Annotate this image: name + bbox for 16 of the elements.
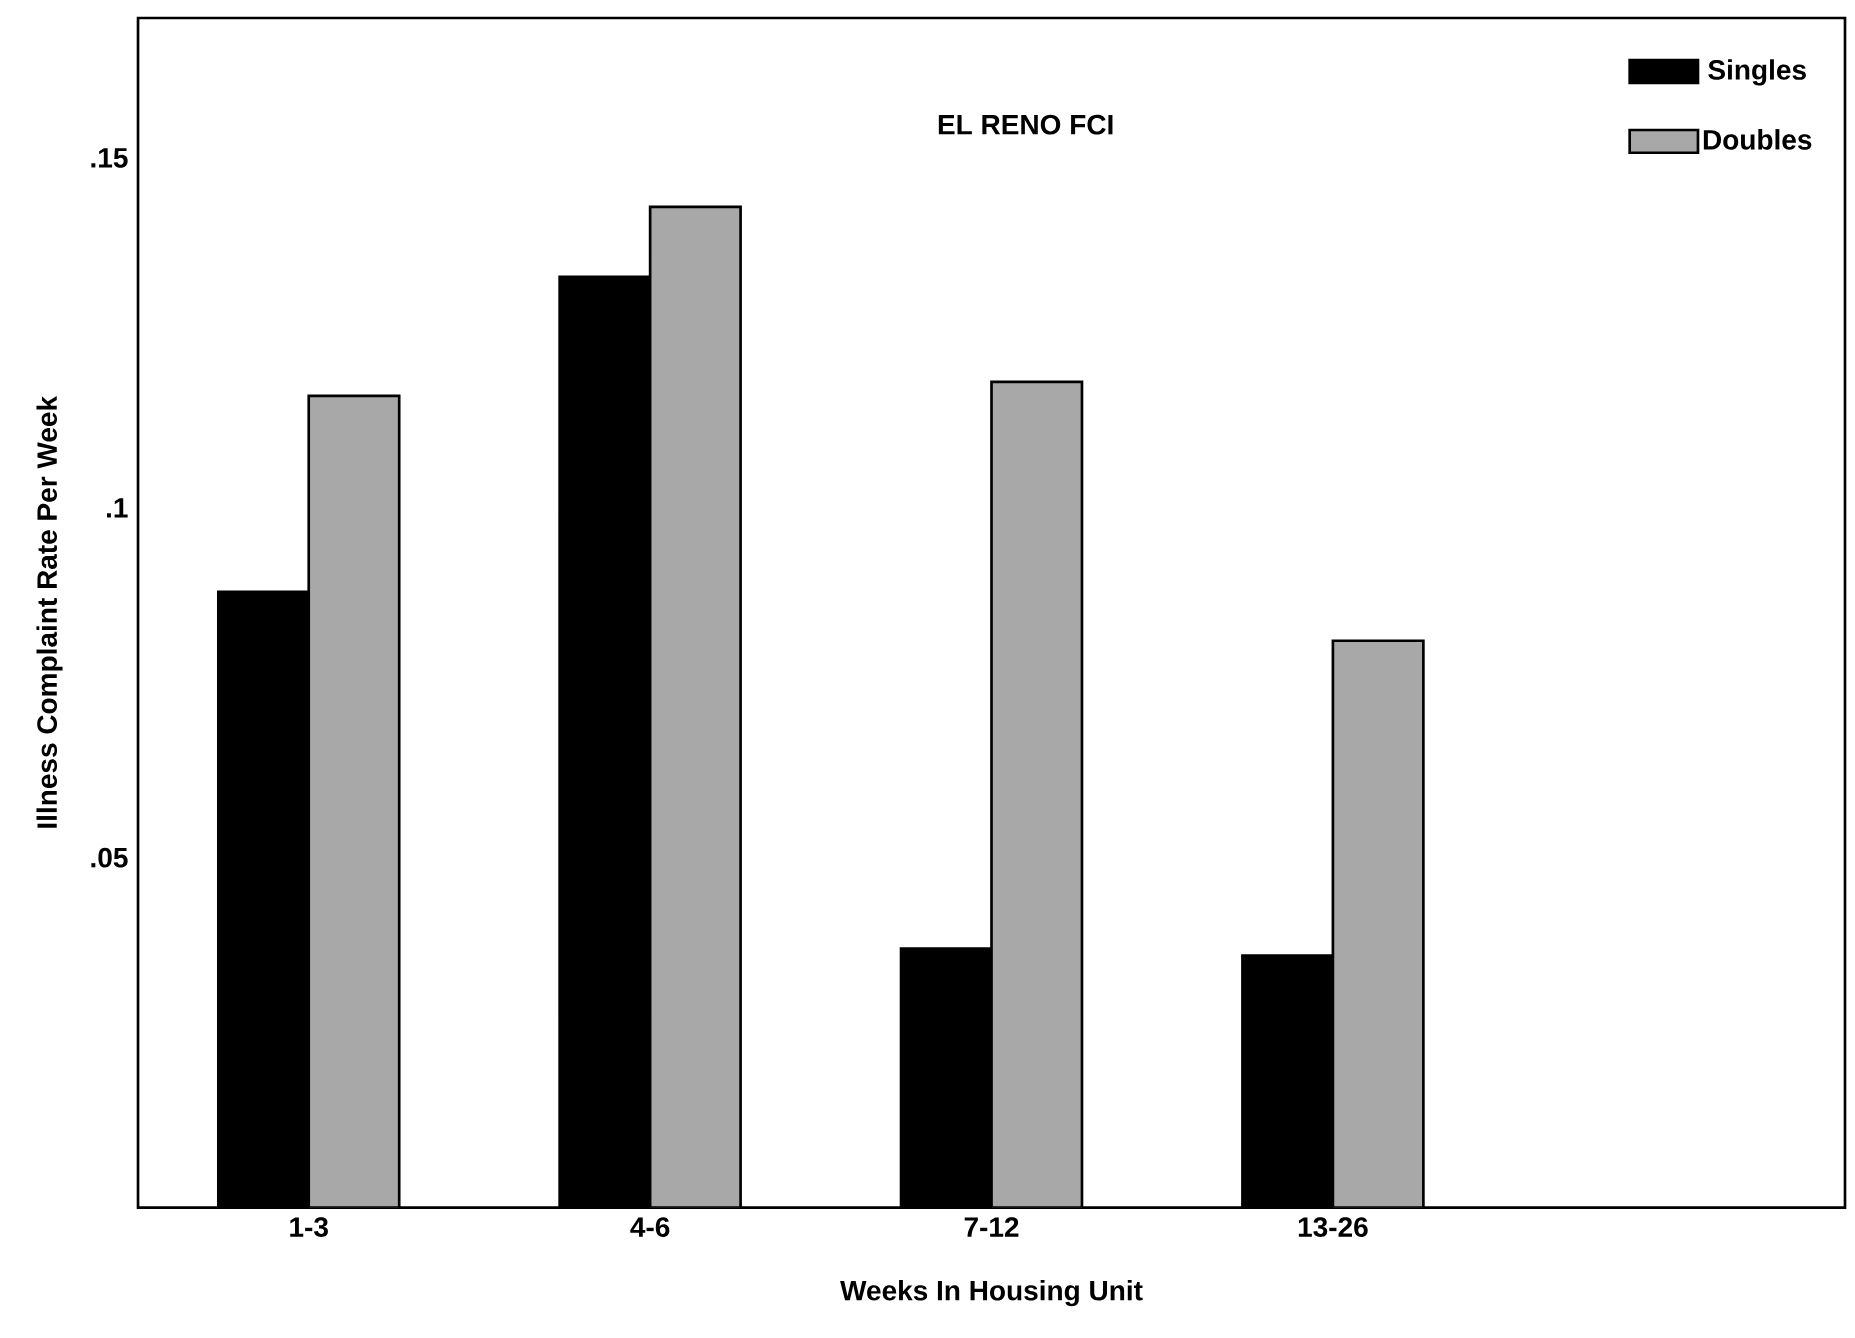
- y-axis-title: Illness Complaint Rate Per Week: [36, 395, 63, 828]
- legend-label: Doubles: [1703, 129, 1812, 150]
- y-tick-label: .15: [91, 148, 128, 168]
- bar: [1331, 639, 1425, 1208]
- bar: [307, 394, 401, 1208]
- bar: [990, 380, 1084, 1208]
- x-tick-label: 4-6: [630, 1217, 670, 1237]
- x-axis-title: Weeks In Housing Unit: [840, 1279, 1143, 1307]
- text: EL RENO FCI: [938, 114, 1113, 135]
- y-tick-label: .05: [91, 847, 128, 868]
- legend-label: Singles: [1708, 59, 1806, 86]
- bar: [648, 205, 742, 1208]
- x-tick-label: 7-12: [964, 1217, 1019, 1237]
- x-tick-label: 13-26: [1298, 1217, 1368, 1237]
- y-tick-label: .1: [106, 498, 128, 518]
- x-tick-label: 1-3: [290, 1217, 328, 1237]
